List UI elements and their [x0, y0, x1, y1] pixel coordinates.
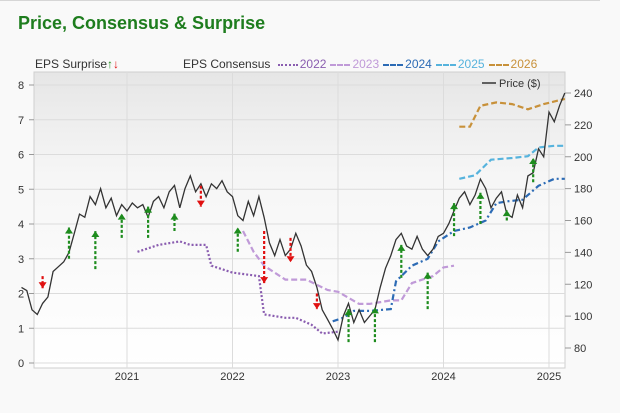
price-series [21, 92, 566, 342]
surprise-arrow-up [476, 192, 485, 224]
left-tick-label: 7 [18, 115, 24, 127]
x-tick-label: 2021 [115, 371, 139, 383]
surprise-arrow-up [233, 227, 242, 252]
surprise-arrow-up [397, 244, 406, 278]
surprise-arrow-up [450, 203, 459, 237]
x-tick-label: 2025 [537, 371, 561, 383]
right-tick-label: 100 [574, 311, 592, 323]
surprise-arrow-up [64, 227, 73, 259]
surprise-arrow-up [344, 309, 353, 343]
legend-year-2023: 2023 [352, 57, 380, 71]
top-border [0, 0, 600, 1]
surprise-arrow-down [196, 185, 205, 207]
consensus-legend-items: 2022 2023 2024 2025 2026 [274, 57, 538, 71]
eps-consensus-legend: EPS Consensus 2022 2023 2024 2025 2026 [183, 57, 537, 71]
right-tick-label: 160 [574, 216, 592, 228]
right-tick-label: 200 [574, 152, 592, 164]
legend-year-2026: 2026 [510, 57, 538, 71]
chart-title: Price, Consensus & Surprise [18, 13, 266, 33]
left-axis-eps: 0 1 2 3 4 5 6 7 8 [18, 80, 34, 370]
surprise-arrow-up [144, 206, 153, 238]
legend-swatch-2025 [435, 63, 456, 66]
left-tick-label: 1 [18, 323, 24, 335]
legend-year-2024: 2024 [405, 57, 432, 71]
consensus-line-2026 [459, 97, 566, 128]
legend-swatch-2023 [330, 63, 351, 66]
surprise-arrow-up [170, 213, 179, 231]
left-tick-label: 0 [18, 358, 24, 370]
legend-year-2022: 2022 [299, 57, 327, 71]
arrow-down-icon: ↓ [113, 57, 120, 71]
surprise-arrow-down [286, 237, 295, 263]
surprise-arrows [38, 157, 538, 343]
surprise-arrow-up [91, 230, 100, 270]
surprise-arrow-down [312, 293, 321, 310]
left-tick-label: 3 [18, 254, 24, 266]
left-tick-label: 6 [18, 150, 24, 162]
legend-swatch-2022 [277, 63, 298, 66]
x-tick-label: 2024 [431, 371, 455, 383]
left-tick-label: 2 [18, 289, 24, 301]
surprise-arrow-up [423, 272, 432, 310]
surprise-arrow-up [370, 307, 379, 343]
surprise-arrow-down [260, 230, 269, 284]
eps-surprise-legend: EPS Surprise↑↓ [35, 57, 119, 71]
left-tick-label: 4 [18, 219, 24, 231]
surprise-arrow-up [117, 213, 126, 238]
left-tick-label: 8 [18, 80, 24, 92]
right-tick-label: 120 [574, 279, 592, 291]
eps-surprise-label: EPS Surprise [35, 57, 108, 71]
right-tick-label: 240 [574, 88, 592, 100]
price-legend-label: Price ($) [499, 78, 541, 90]
right-tick-label: 220 [574, 120, 592, 132]
price-line [21, 92, 566, 342]
surprise-arrow-up [529, 157, 538, 183]
eps-consensus-label: EPS Consensus [183, 57, 271, 71]
legend-swatch-2026 [488, 63, 509, 66]
right-axis-price: 80 100 120 140 160 180 200 220 240 [565, 88, 592, 355]
surprise-arrow-up [502, 210, 511, 221]
x-tick-label: 2022 [220, 371, 244, 383]
legend-year-2025: 2025 [457, 57, 485, 71]
x-tick-label: 2023 [326, 371, 350, 383]
price-legend: Price ($) [482, 78, 541, 90]
right-tick-label: 180 [574, 184, 592, 196]
right-tick-label: 140 [574, 247, 592, 259]
right-tick-label: 80 [574, 343, 586, 355]
arrow-up-icon: ↑ [107, 57, 114, 71]
x-axis-years: 2021 2022 2023 2024 2025 [115, 371, 561, 383]
left-tick-label: 5 [18, 184, 24, 196]
surprise-arrow-down [38, 276, 47, 289]
consensus-line-2024 [332, 177, 565, 323]
legend-swatch-2024 [383, 63, 404, 66]
consensus-line-2025 [459, 144, 565, 180]
